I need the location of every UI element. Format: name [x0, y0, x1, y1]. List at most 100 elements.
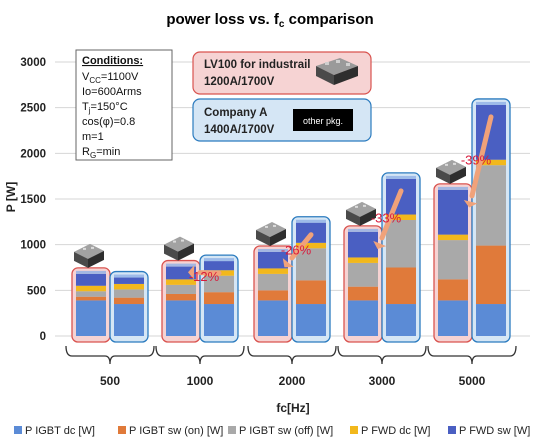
- company-a-bar-segment: [204, 261, 234, 271]
- legend-label: P IGBT dc [W]: [25, 425, 95, 437]
- lv100-bar-segment: [258, 290, 288, 301]
- lv100-module-icon: [74, 243, 104, 268]
- bar-top-cap: [348, 228, 378, 232]
- legend-swatch: [118, 426, 126, 434]
- reduction-arrow: [379, 188, 404, 241]
- lv100-bar-segment: [438, 300, 468, 336]
- company-a-bar-segment: [476, 165, 506, 246]
- company-a-bar-segment: [296, 304, 326, 336]
- company-a-bar-segment: [204, 275, 234, 293]
- lv100-bar-segment: [166, 279, 196, 285]
- bar-top-cap: [166, 263, 196, 267]
- legend-label: P FWD sw [W]: [459, 425, 530, 437]
- lv100-bar-segment: [258, 273, 288, 291]
- category-brace: [337, 345, 427, 365]
- legend-item: P IGBT dc [W]: [14, 425, 95, 437]
- reduction-arrow-head: [188, 265, 195, 280]
- reduction-label: -12%: [189, 269, 220, 284]
- lv100-bar-segment: [76, 296, 106, 301]
- reduction-arrows: [188, 114, 494, 280]
- chart-title: power loss vs. fc comparison: [166, 11, 373, 30]
- legend-swatch: [448, 426, 456, 434]
- legend-swatch: [14, 426, 22, 434]
- bar-stacks: [76, 101, 506, 336]
- lv100-bar-segment: [438, 279, 468, 301]
- company-a-bar-segment: [114, 289, 144, 298]
- lv100-bar-segment: [348, 231, 378, 258]
- condition-cosphi: cos(φ)=0.8: [82, 116, 135, 128]
- category-brace: [65, 345, 155, 365]
- company-a-bar-segment: [114, 304, 144, 336]
- lv100-bar-segment: [76, 300, 106, 336]
- lv100-module-icon: [256, 221, 286, 246]
- y-tick-label: 2500: [20, 103, 46, 115]
- y-tick-label: 1500: [20, 194, 46, 206]
- company-a-bar-segment: [114, 297, 144, 305]
- company-a-bar-segment: [386, 214, 416, 221]
- conditions-heading: Conditions:: [82, 55, 143, 67]
- lv100-bar-segment: [258, 300, 288, 336]
- lv100-callout-name: LV100 for industrail: [204, 59, 311, 71]
- reduction-arrow: [197, 270, 222, 276]
- category-brace: [155, 345, 245, 365]
- legend-item: P IGBT sw (off) [W]: [228, 425, 333, 437]
- lv100-callout-rating: 1200A/1700V: [204, 76, 275, 88]
- x-category-label: 500: [100, 374, 120, 388]
- lv100-bar-segment: [76, 273, 106, 286]
- reduction-labels: -12% -26% -33% -39%: [189, 152, 492, 283]
- lv100-module-icon: [316, 58, 358, 85]
- bar-top-cap: [76, 270, 106, 274]
- condition-vcc: VCC=1100V: [82, 71, 139, 85]
- legend-swatch: [228, 426, 236, 434]
- y-tick-label: 2000: [20, 148, 46, 160]
- reduction-label: -39%: [461, 152, 492, 167]
- bar-top-cap: [114, 274, 144, 278]
- bar-top-cap: [204, 258, 234, 262]
- company-a-bar-segment: [114, 277, 144, 284]
- x-category-label: 3000: [369, 374, 396, 388]
- lv100-bar-segment: [76, 285, 106, 292]
- legend-label: P IGBT sw (off) [W]: [239, 425, 333, 437]
- other-pkg-label: other pkg.: [303, 116, 343, 126]
- reduction-label: -33%: [371, 210, 402, 225]
- company-a-bar-segment: [386, 267, 416, 305]
- lv100-module-icon: [164, 236, 194, 261]
- bar-top-cap: [386, 175, 416, 179]
- lv100-bar-segment: [258, 251, 288, 269]
- lv100-bar-segment: [166, 300, 196, 336]
- lv100-bar-segment: [166, 293, 196, 301]
- lv100-callout: LV100 for industrail 1200A/1700V: [192, 51, 372, 95]
- legend-swatch: [350, 426, 358, 434]
- bar-top-cap: [258, 248, 288, 252]
- y-tick-label: 3000: [20, 57, 46, 69]
- legend-label: P FWD dc [W]: [361, 425, 430, 437]
- company-a-bar-segment: [476, 245, 506, 305]
- y-axis-ticks: 0 500 1000 1500 2000 2500 3000: [20, 57, 46, 343]
- bar-top-cap: [476, 101, 506, 105]
- lv100-bar-segment: [258, 268, 288, 274]
- company-a-callout: Company A 1400A/1700V other pkg.: [192, 98, 372, 142]
- other-pkg-box: [293, 109, 353, 131]
- lv100-bar-segment: [348, 300, 378, 336]
- company-a-bar-segment: [204, 292, 234, 305]
- lv100-bar-segment: [348, 262, 378, 287]
- company-a-bar-segment: [476, 304, 506, 336]
- reduction-label: -26%: [281, 242, 312, 257]
- x-category-label: 1000: [187, 374, 214, 388]
- module-icons: [74, 159, 466, 268]
- lv100-bar-segment: [438, 240, 468, 280]
- company-a-callout-name: Company A: [204, 107, 267, 119]
- condition-tj: Tj=150°C: [82, 101, 128, 115]
- reduction-arrow: [469, 114, 494, 199]
- lv100-module-icon: [346, 201, 376, 226]
- bar-top-cap: [296, 219, 326, 223]
- x-axis-categories: 500 1000 2000 3000 5000: [100, 374, 486, 388]
- legend-label: P IGBT sw (on) [W]: [129, 425, 223, 437]
- company-a-bar-segment: [386, 220, 416, 268]
- company-a-callout-rating: 1400A/1700V: [204, 124, 275, 136]
- company-a-bar-segment: [114, 283, 144, 290]
- reduction-arrow-head: [463, 200, 478, 208]
- y-tick-label: 0: [40, 331, 46, 343]
- lv100-bar-segment: [166, 284, 196, 294]
